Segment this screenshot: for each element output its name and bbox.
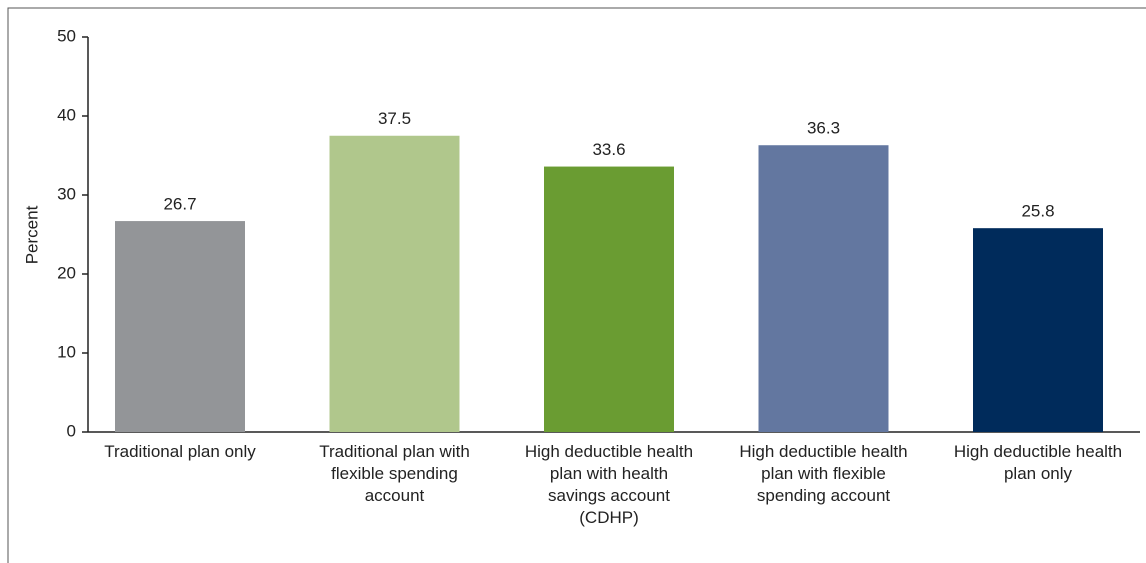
bar xyxy=(758,145,889,433)
bar xyxy=(115,221,245,432)
chart-frame xyxy=(7,7,1146,563)
value-label: 25.8 xyxy=(1021,202,1054,221)
x-tick-label-box: High deductible health plan with health … xyxy=(524,442,694,527)
y-axis-label: Percent xyxy=(22,205,41,264)
value-label: 37.5 xyxy=(378,109,411,128)
bar xyxy=(544,166,674,432)
bar xyxy=(973,228,1103,432)
x-tick-label-box: Traditional plan with flexible spending … xyxy=(319,442,470,505)
x-tick-label: High deductible health plan with health … xyxy=(524,442,694,527)
x-tick-label: High deductible health plan with flexibl… xyxy=(739,442,908,505)
y-tick-label: 0 xyxy=(67,421,76,440)
x-tick-label: Traditional plan only xyxy=(104,442,256,461)
y-tick-label: 40 xyxy=(57,105,76,124)
y-tick-label: 20 xyxy=(57,263,76,282)
x-tick-label-box: High deductible health plan only xyxy=(953,442,1123,483)
y-tick-label: 50 xyxy=(57,26,76,45)
value-label: 26.7 xyxy=(163,195,196,214)
y-tick-label: 30 xyxy=(57,184,76,203)
bar xyxy=(329,135,460,432)
x-tick-label: Traditional plan with flexible spending … xyxy=(319,442,470,505)
value-label: 33.6 xyxy=(592,140,625,159)
x-tick-label-box: High deductible health plan with flexibl… xyxy=(739,442,908,505)
x-tick-label-box: Traditional plan only xyxy=(104,442,256,461)
value-label: 36.3 xyxy=(807,119,840,138)
x-tick-label: High deductible health plan only xyxy=(953,442,1123,483)
y-tick-label: 10 xyxy=(57,342,76,361)
